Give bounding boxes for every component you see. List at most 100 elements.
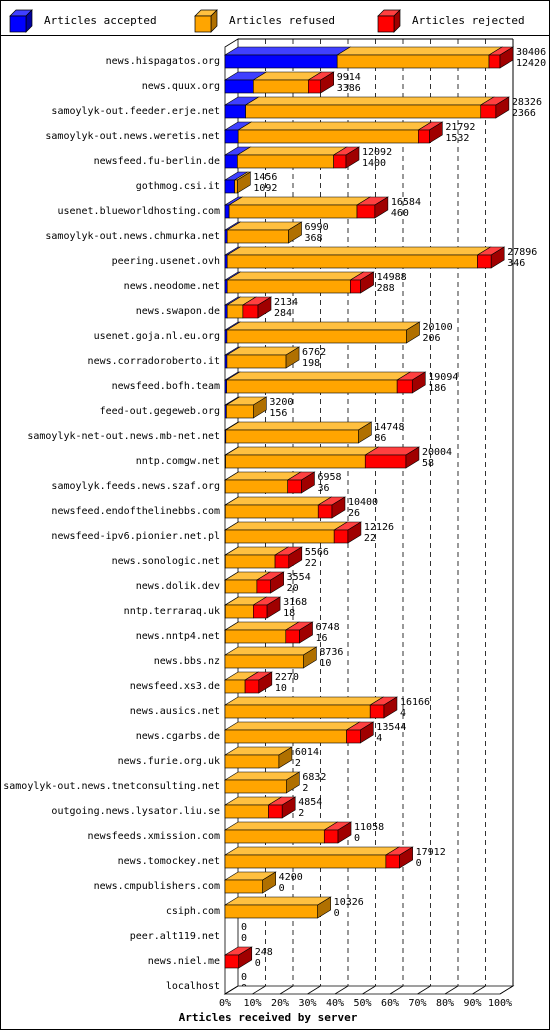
bar-row bbox=[223, 346, 301, 369]
chart-legend: Articles accepted Articles refused Article… bbox=[9, 9, 525, 33]
accepted-articles-label: 460 bbox=[391, 208, 409, 219]
total-articles-label: 6014 bbox=[295, 747, 319, 758]
legend-label: Articles rejected bbox=[412, 14, 525, 27]
total-articles-label: 6762 bbox=[302, 347, 326, 358]
bar-refused-face bbox=[226, 279, 351, 294]
x-tick-mark bbox=[279, 985, 294, 995]
peer-label: feed-out.gegeweb.org bbox=[100, 406, 220, 417]
peer-label: news.bbs.nz bbox=[154, 656, 220, 667]
bar-refused-face bbox=[245, 104, 482, 119]
x-tick-label: 80% bbox=[436, 998, 454, 1009]
legend-label: Articles accepted bbox=[44, 14, 157, 27]
bar-row bbox=[223, 296, 273, 319]
accepted-articles-label: 0 bbox=[241, 933, 247, 944]
total-articles-label: 14988 bbox=[377, 272, 407, 283]
total-articles-label: 19094 bbox=[428, 372, 458, 383]
accepted-articles-label: 288 bbox=[377, 283, 395, 294]
bar-row bbox=[223, 946, 253, 969]
total-articles-label: 17912 bbox=[416, 847, 446, 858]
bar-rejected bbox=[332, 146, 361, 169]
x-tick-mark bbox=[307, 985, 321, 995]
bar-side bbox=[405, 446, 420, 469]
bar-refused-face bbox=[253, 79, 309, 94]
bar-row bbox=[223, 221, 303, 244]
accepted-articles-label: 20 bbox=[287, 583, 299, 594]
bar-rejected-face bbox=[480, 104, 497, 119]
bar-side bbox=[288, 221, 302, 244]
peer-label: news.niel.me bbox=[148, 956, 220, 967]
bar-side bbox=[383, 696, 398, 719]
bar-refused bbox=[237, 121, 433, 144]
bar-refused-face bbox=[226, 254, 478, 269]
peer-label: usenet.goja.nl.eu.org bbox=[94, 331, 220, 342]
bar-refused-top bbox=[237, 121, 433, 131]
bar-refused-face bbox=[224, 704, 371, 719]
total-articles-label: 20004 bbox=[422, 447, 452, 458]
bar-row bbox=[223, 521, 362, 544]
bar-refused-face bbox=[224, 479, 288, 494]
bar-rejected bbox=[241, 296, 273, 319]
bar-refused bbox=[223, 871, 277, 894]
bar-side bbox=[358, 421, 372, 444]
bar-side bbox=[345, 146, 360, 169]
bar-refused-top bbox=[223, 696, 385, 706]
total-articles-label: 13544 bbox=[376, 722, 406, 733]
bar-refused-face bbox=[224, 554, 276, 569]
bar-refused-face bbox=[225, 429, 359, 444]
peer-label: peering.usenet.ovh bbox=[112, 256, 220, 267]
bar-refused-face bbox=[224, 879, 263, 894]
legend-swatch bbox=[377, 15, 395, 33]
peer-label: nntp.comgw.net bbox=[136, 456, 220, 467]
peer-label: gothmog.csi.it bbox=[136, 181, 220, 192]
bar-refused bbox=[226, 246, 492, 269]
bar-refused bbox=[223, 746, 293, 769]
bar-refused bbox=[223, 646, 318, 669]
accepted-articles-label: 0 bbox=[279, 883, 285, 894]
x-tick-label: 40% bbox=[326, 998, 344, 1009]
accepted-articles-label: 58 bbox=[422, 458, 434, 469]
bar-refused bbox=[223, 771, 301, 794]
peer-label: samoylyk-out.news.weretis.net bbox=[45, 131, 220, 142]
bar-refused-face bbox=[224, 904, 318, 919]
bar-refused-top bbox=[336, 46, 504, 56]
total-articles-label: 11058 bbox=[354, 822, 384, 833]
accepted-articles-label: 10 bbox=[275, 683, 287, 694]
bar-accepted-face bbox=[224, 254, 228, 269]
bar-row bbox=[223, 146, 361, 169]
bar-rejected bbox=[317, 496, 347, 519]
x-axis: 0% 10% 20% 30% 40% 50% 60% 70% 80% 90% 100% bbox=[219, 985, 515, 1009]
bar-row bbox=[223, 721, 375, 744]
bar-side bbox=[374, 196, 389, 219]
accepted-articles-label: 2 bbox=[298, 808, 304, 819]
bar-side bbox=[406, 321, 420, 344]
total-articles-label: 6958 bbox=[317, 472, 341, 483]
bar-refused bbox=[228, 196, 372, 219]
bar-rejected-face bbox=[333, 529, 349, 544]
bar-row bbox=[223, 646, 318, 669]
bar-rejected-face bbox=[224, 954, 240, 969]
accepted-articles-label: 0 bbox=[416, 858, 422, 869]
bar-refused bbox=[226, 271, 365, 294]
bar-side bbox=[281, 796, 296, 819]
bar-side bbox=[285, 346, 300, 369]
total-articles-label: 4854 bbox=[298, 797, 322, 808]
accepted-articles-label: 2 bbox=[302, 783, 308, 794]
bar-rejected-face bbox=[364, 454, 407, 469]
bar-accepted bbox=[223, 146, 252, 169]
bar-refused bbox=[224, 446, 380, 469]
bar-refused-top bbox=[225, 371, 412, 381]
accepted-articles-label: 18 bbox=[283, 608, 295, 619]
bar-side bbox=[331, 496, 346, 519]
total-articles-label: 27896 bbox=[507, 247, 537, 258]
legend-item-1: Articles accepted bbox=[9, 9, 157, 33]
bar-side bbox=[490, 246, 505, 269]
bar-refused-top bbox=[224, 421, 373, 431]
x-tick-mark bbox=[334, 985, 349, 995]
bar-row bbox=[223, 96, 510, 119]
bar-rejected-face bbox=[385, 854, 400, 869]
bar-refused-top bbox=[228, 196, 372, 206]
bar-accepted-face bbox=[224, 54, 338, 69]
bar-side bbox=[288, 546, 303, 569]
peer-label: news.neodome.net bbox=[124, 281, 220, 292]
bar-rejected bbox=[286, 471, 316, 494]
